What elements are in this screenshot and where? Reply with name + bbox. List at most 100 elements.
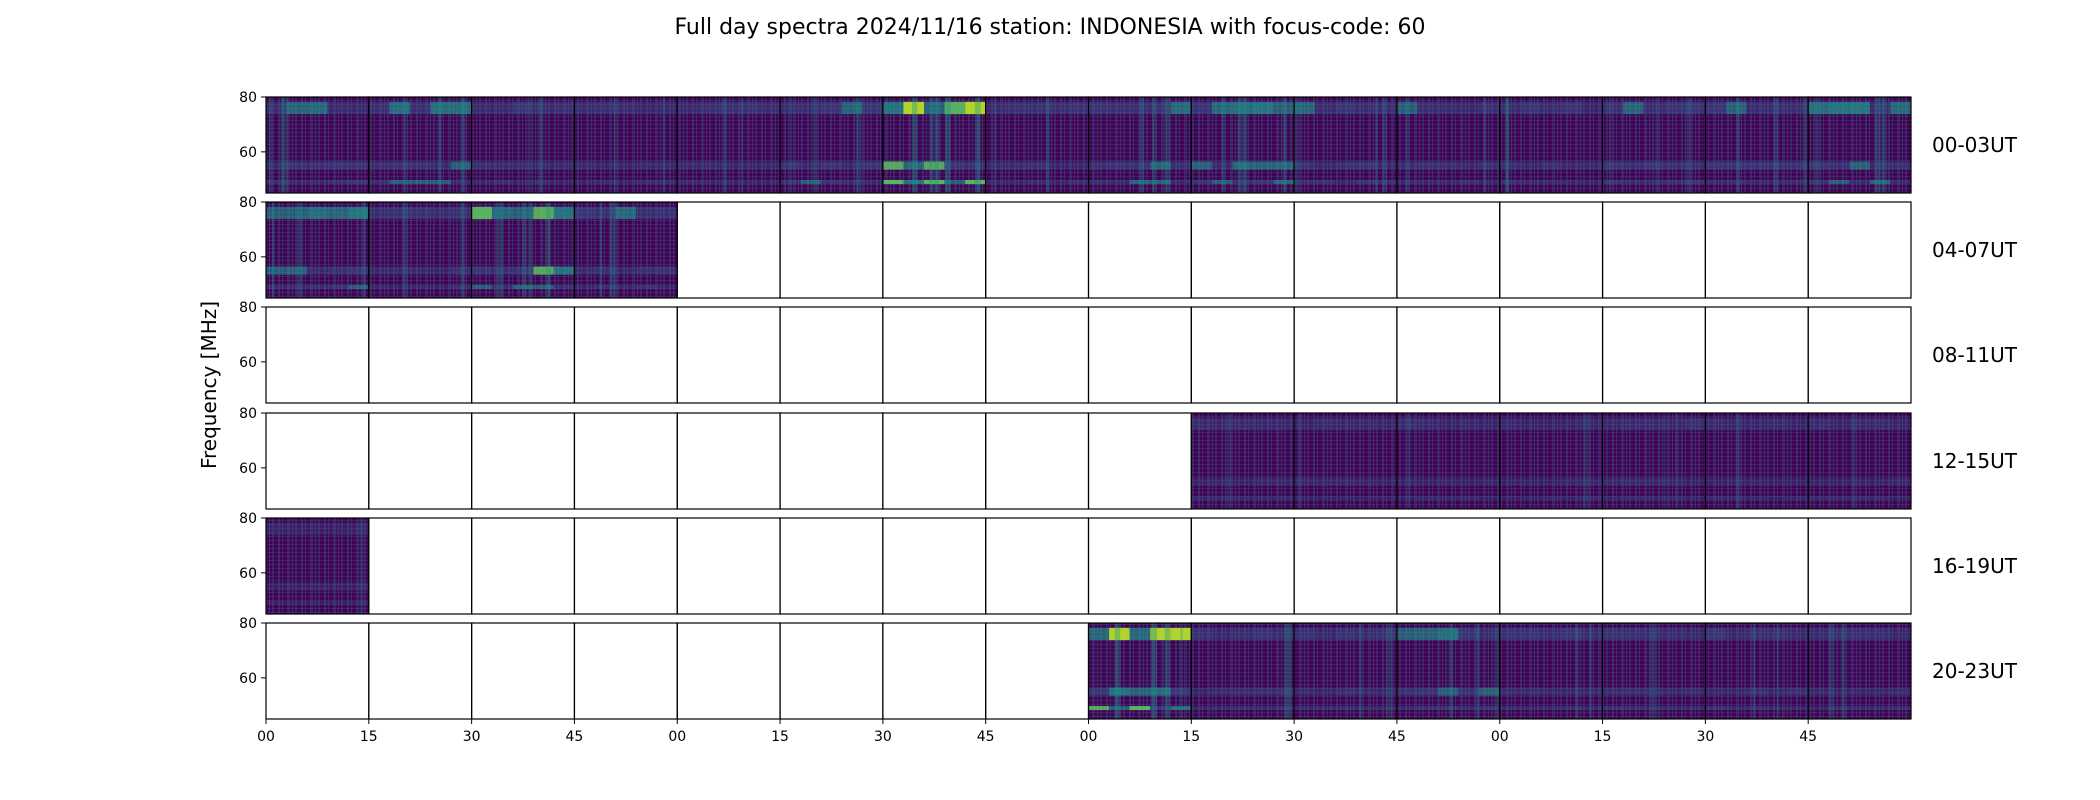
spectrum-panel — [1087, 517, 1192, 615]
chart-title: Full day spectra 2024/11/16 station: IND… — [674, 15, 1425, 40]
x-tick-label: 30 — [463, 729, 481, 745]
spectrum-panel — [1293, 517, 1398, 615]
spectrum-panel — [573, 306, 678, 404]
y-tick-label: 60 — [239, 355, 257, 371]
y-tick-label: 60 — [239, 250, 257, 266]
spectrum-panel — [1807, 201, 1912, 299]
spectrum-panel — [265, 622, 370, 720]
spectrum-panel — [1190, 96, 1295, 194]
spectrum-panel — [676, 201, 781, 299]
spectrum-panel — [1807, 622, 1912, 720]
spectrum-panel — [1293, 622, 1398, 720]
spectrum-panel — [471, 201, 576, 299]
spectrum-panel — [1704, 201, 1809, 299]
spectrum-panel — [573, 622, 678, 720]
spectrum-panel — [573, 517, 678, 615]
spectrum-panel — [985, 622, 1090, 720]
x-tick-label: 00 — [257, 729, 275, 745]
spectrum-panel — [1704, 622, 1809, 720]
spectrum-panel — [676, 96, 781, 194]
spectrum-panel — [1499, 96, 1604, 194]
spectrum-panel — [779, 306, 884, 404]
spectrum-panel — [1807, 96, 1912, 194]
spectrum-panel — [573, 96, 678, 194]
spectrum-panel — [368, 96, 473, 194]
spectrum-panel — [1601, 517, 1706, 615]
spectrum-panel — [779, 96, 884, 194]
row-label-04-07ut: 04-07UT — [1932, 238, 2018, 262]
spectrum-panel — [1807, 517, 1912, 615]
spectrum-panel — [1190, 306, 1295, 404]
spectrum-panel — [882, 306, 987, 404]
spectra-row-12-15ut: 60 80 12-15UT — [239, 406, 2018, 510]
spectrum-panel — [265, 201, 370, 299]
spectrum-panel — [1190, 412, 1295, 510]
spectrum-panel — [1396, 412, 1501, 510]
spectra-row-04-07ut: 60 80 04-07UT — [239, 195, 2018, 299]
spectrum-panel — [985, 517, 1090, 615]
x-tick-label: 45 — [566, 729, 584, 745]
spectrum-panel — [882, 96, 987, 194]
spectrum-panel — [882, 201, 987, 299]
spectrum-panel — [882, 622, 987, 720]
spectrum-panel — [1396, 622, 1501, 720]
panel-grid: 60 80 00-03UT 60 80 04-07UT 60 80 08-11UT 60 80 12-… — [239, 90, 2018, 720]
y-tick-label: 60 — [239, 566, 257, 582]
spectrum-panel — [882, 517, 987, 615]
spectrum-panel — [1601, 412, 1706, 510]
spectrum-panel — [1087, 96, 1192, 194]
spectrum-panel — [573, 201, 678, 299]
spectrum-panel — [1293, 96, 1398, 194]
x-tick-label: 00 — [1491, 729, 1509, 745]
y-axis-label: Frequency [MHz] — [197, 301, 221, 469]
spectrum-panel — [1293, 306, 1398, 404]
spectrum-panel — [1190, 517, 1295, 615]
spectrum-panel — [1499, 622, 1604, 720]
spectrum-panel — [471, 517, 576, 615]
spectrum-panel — [471, 622, 576, 720]
spectrum-panel — [265, 96, 370, 194]
x-tick-label: 45 — [1799, 729, 1817, 745]
spectrum-panel — [1396, 306, 1501, 404]
x-tick-label: 00 — [1080, 729, 1098, 745]
y-tick-label: 80 — [239, 406, 257, 422]
spectrum-panel — [471, 96, 576, 194]
x-tick-label: 15 — [360, 729, 378, 745]
spectrum-panel — [471, 306, 576, 404]
spectrum-panel — [368, 201, 473, 299]
row-label-20-23ut: 20-23UT — [1932, 659, 2018, 683]
x-tick-label: 15 — [1182, 729, 1200, 745]
y-tick-label: 60 — [239, 145, 257, 161]
spectrum-panel — [985, 96, 1090, 194]
spectrum-panel — [1293, 201, 1398, 299]
row-label-16-19ut: 16-19UT — [1932, 554, 2018, 578]
spectrum-panel — [1087, 201, 1192, 299]
row-label-12-15ut: 12-15UT — [1932, 449, 2018, 473]
spectra-row-00-03ut: 60 80 00-03UT — [239, 90, 2018, 194]
spectrum-panel — [1087, 412, 1192, 510]
spectrum-panel — [471, 412, 576, 510]
spectrum-panel — [265, 517, 370, 615]
spectra-row-08-11ut: 60 80 08-11UT — [239, 300, 2018, 404]
spectrum-panel — [1190, 201, 1295, 299]
spectrum-panel — [1396, 201, 1501, 299]
spectrum-panel — [1190, 622, 1295, 720]
y-tick-label: 80 — [239, 195, 257, 211]
y-tick-label: 80 — [239, 300, 257, 316]
spectrum-panel — [1601, 201, 1706, 299]
spectrum-panel — [779, 622, 884, 720]
spectra-row-16-19ut: 60 80 16-19UT — [239, 511, 2018, 615]
spectrum-panel — [676, 412, 781, 510]
spectrum-panel — [1396, 517, 1501, 615]
row-label-00-03ut: 00-03UT — [1932, 133, 2018, 157]
spectrum-panel — [1499, 306, 1604, 404]
spectrum-panel — [265, 412, 370, 510]
spectrum-panel — [1704, 306, 1809, 404]
spectrum-panel — [1807, 306, 1912, 404]
spectrum-panel — [1601, 306, 1706, 404]
spectrum-panel — [1293, 412, 1398, 510]
x-tick-label: 30 — [874, 729, 892, 745]
spectrum-panel — [1601, 96, 1706, 194]
spectrum-panel — [265, 306, 370, 404]
spectrum-panel — [368, 306, 473, 404]
